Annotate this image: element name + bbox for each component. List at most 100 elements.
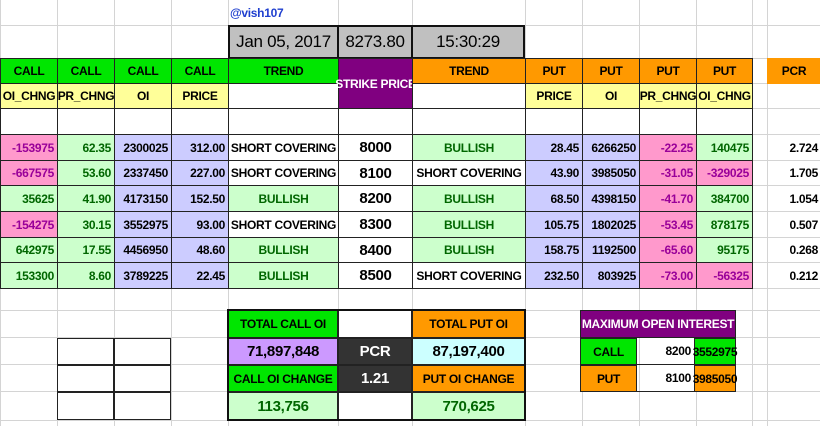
call-price[interactable]: 48.60 <box>171 237 229 263</box>
empty-cell[interactable] <box>57 365 114 392</box>
put-oi[interactable]: 4398150 <box>582 185 640 212</box>
empty-cell[interactable] <box>525 108 583 135</box>
strike-price[interactable]: 8300 <box>338 211 413 238</box>
empty-cell[interactable] <box>114 338 171 365</box>
put-oi-change-value[interactable]: 770,625 <box>412 392 525 420</box>
empty-cell[interactable] <box>0 108 58 135</box>
call-oi-change[interactable]: -153975 <box>0 134 58 161</box>
empty-cell[interactable] <box>57 108 115 135</box>
strike-price[interactable]: 8200 <box>338 185 413 212</box>
put-price[interactable]: 68.50 <box>525 185 583 212</box>
call-trend[interactable]: SHORT COVERING <box>228 160 339 186</box>
empty-cell[interactable] <box>114 108 172 135</box>
put-oi-change[interactable]: 95175 <box>696 237 753 263</box>
put-oi[interactable]: 1192500 <box>582 237 640 263</box>
row-pcr[interactable]: 0.268 <box>789 243 818 257</box>
call-trend[interactable]: SHORT COVERING <box>228 211 339 238</box>
spot-price-cell[interactable]: 8273.80 <box>337 25 413 59</box>
empty-cell[interactable] <box>412 108 526 135</box>
put-price[interactable]: 28.45 <box>525 134 583 161</box>
max-oi-call-strike[interactable]: 8200 <box>637 338 694 365</box>
empty-cell[interactable] <box>412 83 526 109</box>
empty-cell[interactable] <box>639 108 697 135</box>
put-trend[interactable]: BULLISH <box>412 211 526 238</box>
call-price[interactable]: 227.00 <box>171 160 229 186</box>
call-price-change[interactable]: 8.60 <box>57 262 115 289</box>
empty-cell[interactable] <box>171 108 229 135</box>
call-oi[interactable]: 4173150 <box>114 185 172 212</box>
empty-cell[interactable] <box>228 83 339 109</box>
put-price-change[interactable]: -31.05 <box>639 160 697 186</box>
put-trend[interactable]: BULLISH <box>412 237 526 263</box>
empty-cell[interactable] <box>114 392 171 420</box>
call-oi[interactable]: 2300025 <box>114 134 172 161</box>
call-oi-change[interactable]: -154275 <box>0 211 58 238</box>
put-oi-change[interactable]: 384700 <box>696 185 753 212</box>
row-pcr[interactable]: 0.507 <box>789 217 818 232</box>
call-price[interactable]: 152.50 <box>171 185 229 212</box>
call-trend[interactable]: BULLISH <box>228 262 339 289</box>
row-pcr[interactable]: 0.212 <box>789 268 818 283</box>
call-price-change[interactable]: 53.60 <box>57 160 115 186</box>
put-price[interactable]: 43.90 <box>525 160 583 186</box>
call-price-change[interactable]: 30.15 <box>57 211 115 238</box>
put-price-change[interactable]: -65.60 <box>639 237 697 263</box>
call-price[interactable]: 22.45 <box>171 262 229 289</box>
put-trend[interactable]: SHORT COVERING <box>412 160 526 186</box>
put-trend[interactable]: BULLISH <box>412 134 526 161</box>
call-price-change[interactable]: 62.35 <box>57 134 115 161</box>
date-cell[interactable]: Jan 05, 2017 <box>228 25 339 59</box>
call-oi[interactable]: 3789225 <box>114 262 172 289</box>
put-oi[interactable]: 803925 <box>582 262 640 289</box>
empty-cell[interactable] <box>338 108 413 135</box>
total-call-oi-value[interactable]: 71,897,848 <box>228 338 338 365</box>
empty-cell[interactable] <box>57 392 114 420</box>
put-trend[interactable]: BULLISH <box>412 185 526 212</box>
put-price[interactable]: 158.75 <box>525 237 583 263</box>
empty-cell[interactable] <box>582 108 640 135</box>
empty-cell[interactable] <box>696 108 753 135</box>
call-trend[interactable]: BULLISH <box>228 237 339 263</box>
empty-cell[interactable] <box>228 108 339 135</box>
empty-cell[interactable] <box>338 310 412 338</box>
put-price-change[interactable]: -22.25 <box>639 134 697 161</box>
max-oi-put-value[interactable]: 3985050 <box>693 365 738 392</box>
call-price-change[interactable]: 17.55 <box>57 237 115 263</box>
put-oi-change[interactable]: 878175 <box>696 211 753 238</box>
put-oi-change[interactable]: 140475 <box>696 134 753 161</box>
row-pcr[interactable]: 1.054 <box>789 191 818 206</box>
call-price-change[interactable]: 41.90 <box>57 185 115 212</box>
put-oi-change[interactable]: -56325 <box>696 262 753 289</box>
call-oi[interactable]: 2337450 <box>114 160 172 186</box>
put-price-change[interactable]: -53.45 <box>639 211 697 238</box>
empty-cell[interactable] <box>57 338 114 365</box>
put-trend[interactable]: SHORT COVERING <box>412 262 526 289</box>
call-trend[interactable]: SHORT COVERING <box>228 134 339 161</box>
put-oi[interactable]: 3985050 <box>582 160 640 186</box>
put-price[interactable]: 232.50 <box>525 262 583 289</box>
call-trend[interactable]: BULLISH <box>228 185 339 212</box>
call-oi-change[interactable]: -667575 <box>0 160 58 186</box>
strike-price[interactable]: 8000 <box>338 134 413 161</box>
put-price-change[interactable]: -41.70 <box>639 185 697 212</box>
strike-price[interactable]: 8400 <box>338 237 413 263</box>
empty-cell[interactable] <box>114 365 171 392</box>
strike-price[interactable]: 8500 <box>338 262 413 289</box>
call-oi-change[interactable]: 153300 <box>0 262 58 289</box>
row-pcr[interactable]: 1.705 <box>789 166 818 180</box>
empty-cell[interactable] <box>338 392 412 420</box>
call-oi-change[interactable]: 642975 <box>0 237 58 263</box>
put-price-change[interactable]: -73.00 <box>639 262 697 289</box>
max-oi-put-strike[interactable]: 8100 <box>637 365 694 392</box>
pcr-value[interactable]: 1.21 <box>338 365 412 392</box>
call-oi[interactable]: 4456950 <box>114 237 172 263</box>
max-oi-call-value[interactable]: 3552975 <box>693 338 738 365</box>
call-oi-change[interactable]: 35625 <box>0 185 58 212</box>
call-price[interactable]: 312.00 <box>171 134 229 161</box>
call-price[interactable]: 93.00 <box>171 211 229 238</box>
time-cell[interactable]: 15:30:29 <box>411 25 525 59</box>
total-put-oi-value[interactable]: 87,197,400 <box>412 338 525 365</box>
call-oi-change-value[interactable]: 113,756 <box>228 392 338 420</box>
strike-price[interactable]: 8100 <box>338 160 413 186</box>
put-price[interactable]: 105.75 <box>525 211 583 238</box>
